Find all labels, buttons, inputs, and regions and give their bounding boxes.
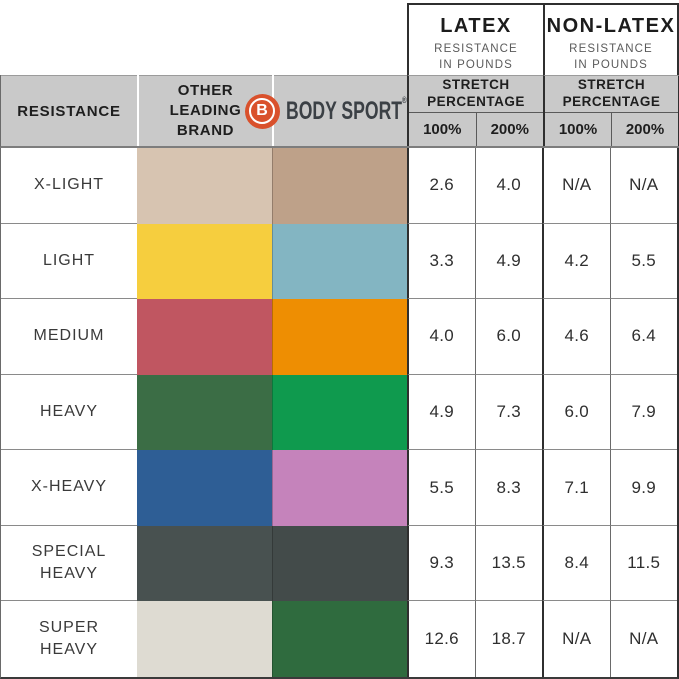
latex-subtitle: RESISTANCE IN POUNDS [434, 43, 518, 71]
latex-200-value: 7.3 [474, 374, 542, 451]
other-brand-color-swatch [137, 374, 272, 451]
non-latex-100-value: N/A [542, 601, 610, 677]
resistance-level-label: SUPER HEAVY [38, 618, 100, 659]
latex-stretch-header: STRETCH PERCENTAGE 100% 200% [407, 75, 543, 146]
bodysport-color-swatch [272, 525, 407, 602]
non-latex-200-value: N/A [609, 601, 678, 677]
latex-header-box: LATEX RESISTANCE IN POUNDS [407, 3, 543, 75]
latex-100-value: 5.5 [407, 450, 475, 526]
non-latex-title: NON-LATEX [546, 15, 676, 37]
other-brand-color-swatch [137, 223, 272, 300]
resistance-level-label: X-HEAVY [1, 450, 137, 526]
latex-200-value: 18.7 [474, 601, 543, 677]
non-latex-200-value: 11.5 [609, 525, 677, 602]
non-latex-200-value: 9.9 [609, 450, 677, 526]
latex-100-value: 2.6 [407, 148, 475, 224]
resistance-column-header: RESISTANCE [1, 75, 137, 146]
bodysport-color-swatch [272, 148, 407, 224]
bodysport-logo-text: BODY SPORT® [285, 96, 407, 125]
data-grid: X-LIGHT 2.6 4.0 N/A N/A LIGHT 3.3 4.9 4.… [0, 148, 679, 679]
latex-200-value: 8.3 [474, 450, 542, 526]
bodysport-color-swatch [272, 299, 407, 375]
latex-100-header: 100% [423, 121, 462, 138]
latex-100-value: 12.6 [407, 601, 475, 677]
latex-100-value: 4.9 [407, 374, 475, 451]
non-latex-100-value: 8.4 [542, 525, 610, 602]
resistance-level-label: HEAVY [1, 375, 137, 451]
non-latex-200-value: 7.9 [609, 374, 677, 451]
other-brand-color-swatch [137, 148, 272, 224]
other-brand-color-swatch [137, 450, 272, 526]
resistance-level-label: SPECIAL HEAVY [1, 526, 137, 602]
non-latex-100-value: 6.0 [542, 374, 610, 451]
non-latex-100-value: 4.6 [542, 299, 610, 375]
non-latex-200-value: 5.5 [609, 223, 677, 300]
bodysport-column-header: B BODY SPORT® [244, 75, 407, 146]
bodysport-name: BODY SPORT [285, 96, 402, 125]
latex-200-header: 200% [475, 113, 544, 146]
bodysport-logo-letter: B [249, 98, 276, 124]
resistance-level-label: MEDIUM [1, 299, 137, 375]
registered-trademark-symbol: ® [401, 95, 407, 106]
bodysport-logo-icon: B [244, 93, 280, 129]
latex-200-value: 4.0 [474, 148, 542, 224]
resistance-level-label: X-LIGHT [1, 148, 137, 224]
bodysport-color-swatch [272, 601, 407, 677]
other-brand-color-swatch [137, 299, 272, 375]
non-latex-header-box: NON-LATEX RESISTANCE IN POUNDS [543, 3, 679, 75]
other-brand-color-swatch [137, 601, 272, 677]
latex-stretch-label: STRETCH PERCENTAGE [409, 76, 543, 113]
bodysport-logo: B BODY SPORT® [244, 93, 437, 129]
latex-percent-row: 100% 200% [409, 113, 543, 146]
latex-200-value: 6.0 [474, 299, 542, 375]
non-latex-100-value: N/A [542, 148, 610, 224]
latex-100-value: 9.3 [407, 525, 475, 602]
non-latex-100-header: 100% [558, 121, 598, 138]
bodysport-color-swatch [272, 374, 407, 451]
latex-100-value: 4.0 [407, 299, 475, 375]
non-latex-subtitle: RESISTANCE IN POUNDS [569, 43, 653, 71]
non-latex-100-value: 4.2 [542, 223, 610, 300]
resistance-level-label: LIGHT [1, 224, 137, 300]
non-latex-200-value: N/A [609, 148, 677, 224]
non-latex-200-header: 200% [611, 113, 678, 146]
latex-title: LATEX [440, 15, 512, 37]
non-latex-stretch-header: STRETCH PERCENTAGE 100% 200% [543, 75, 679, 146]
latex-200-value: 13.5 [474, 525, 542, 602]
non-latex-percent-row: 100% 200% [545, 113, 678, 146]
other-brand-color-swatch [137, 525, 272, 602]
column-header-band: RESISTANCE OTHER LEADING BRAND B BODY SP… [0, 75, 679, 148]
top-header-strip: LATEX RESISTANCE IN POUNDS NON-LATEX RES… [0, 0, 679, 75]
latex-200-value: 4.9 [474, 223, 542, 300]
non-latex-200-value: 6.4 [609, 299, 677, 375]
bodysport-color-swatch [272, 223, 407, 300]
latex-100-value: 3.3 [407, 223, 475, 300]
non-latex-100-value: 7.1 [542, 450, 610, 526]
non-latex-stretch-label: STRETCH PERCENTAGE [545, 76, 678, 113]
bodysport-color-swatch [272, 450, 407, 526]
